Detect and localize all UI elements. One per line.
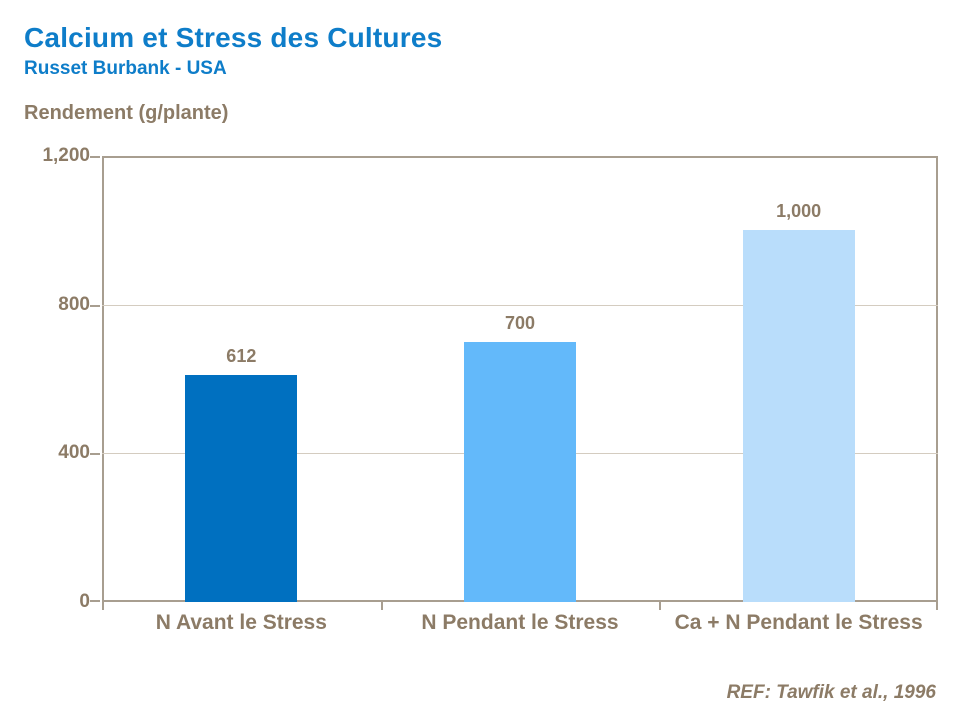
x-category-label: N Avant le Stress <box>155 611 327 634</box>
y-tick-mark <box>90 600 100 602</box>
bar-2 <box>464 341 576 602</box>
y-tick-mark <box>90 156 100 158</box>
x-axis-tick-labels: N Avant le Stress N Pendant le Stress Ca +… <box>102 610 938 635</box>
bar-value-label: 612 <box>226 345 257 366</box>
x-tick-mark <box>380 602 383 610</box>
x-category-label: N Pendant le Stress <box>421 611 619 634</box>
y-tick-label: 400 <box>58 442 90 464</box>
reference-note: REF: Tawfik et al., 1996 <box>726 682 936 703</box>
y-tick-label: 800 <box>58 293 90 315</box>
plot-area: 612 700 1,000 <box>90 156 938 610</box>
bar-value-label: 1,000 <box>776 201 822 222</box>
y-tick-label: 0 <box>79 591 90 612</box>
bar-1 <box>185 374 298 602</box>
y-axis-title: Rendement (g/plante) <box>24 102 229 124</box>
chart-title: Calcium et Stress des Cultures <box>24 22 443 53</box>
y-tick-mark <box>90 304 100 307</box>
y-axis-tick-labels: 0 400 800 1,200 <box>0 145 90 612</box>
chart-subtitle: Russet Burbank - USA <box>24 58 227 79</box>
gridline <box>102 304 938 306</box>
bar-3 <box>742 230 855 602</box>
x-category-label: Ca + N Pendant le Stress <box>674 611 923 634</box>
y-tick-mark <box>90 453 100 456</box>
x-tick-mark <box>102 602 104 610</box>
y-tick-label: 1,200 <box>42 145 90 166</box>
x-tick-mark <box>936 602 938 610</box>
bar-value-label: 700 <box>504 312 536 333</box>
x-tick-mark <box>659 602 662 610</box>
